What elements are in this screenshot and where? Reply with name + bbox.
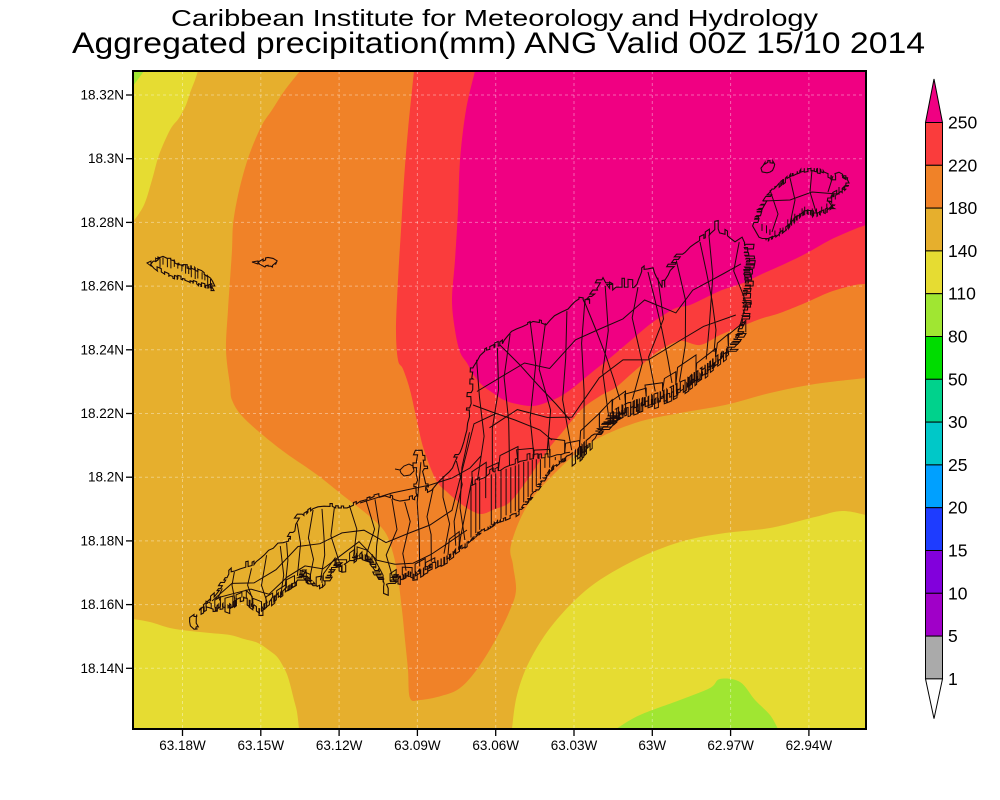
svg-text:15: 15 [948, 541, 967, 561]
svg-text:18.32N: 18.32N [80, 88, 124, 103]
svg-text:18.3N: 18.3N [88, 151, 124, 166]
svg-text:20: 20 [948, 498, 968, 518]
svg-text:250: 250 [948, 113, 977, 133]
svg-text:Aggregated precipitation(mm) A: Aggregated precipitation(mm) ANG Valid 0… [72, 27, 925, 60]
svg-text:Caribbean Institute for Meteor: Caribbean Institute for Meteorology and … [171, 5, 819, 31]
svg-text:5: 5 [948, 626, 958, 646]
svg-text:180: 180 [948, 198, 977, 218]
svg-text:18.24N: 18.24N [80, 342, 124, 357]
svg-text:50: 50 [948, 369, 968, 389]
svg-text:63W: 63W [638, 738, 666, 753]
svg-text:18.16N: 18.16N [80, 597, 124, 612]
svg-text:18.22N: 18.22N [80, 406, 124, 421]
svg-text:140: 140 [948, 241, 977, 261]
svg-text:220: 220 [948, 155, 977, 175]
svg-text:30: 30 [948, 412, 968, 432]
svg-text:62.94W: 62.94W [786, 738, 833, 753]
svg-text:63.12W: 63.12W [316, 738, 363, 753]
svg-text:18.14N: 18.14N [80, 661, 124, 676]
svg-text:10: 10 [948, 583, 968, 603]
svg-text:62.97W: 62.97W [707, 738, 754, 753]
svg-text:63.18W: 63.18W [159, 738, 206, 753]
svg-text:18.28N: 18.28N [80, 215, 124, 230]
svg-text:63.06W: 63.06W [472, 738, 519, 753]
svg-text:110: 110 [948, 284, 976, 304]
svg-text:18.18N: 18.18N [80, 533, 124, 548]
svg-text:63.09W: 63.09W [394, 738, 441, 753]
svg-text:1: 1 [948, 669, 958, 689]
svg-text:80: 80 [948, 327, 968, 347]
svg-text:25: 25 [948, 455, 967, 475]
svg-text:63.03W: 63.03W [551, 738, 598, 753]
svg-text:18.2N: 18.2N [88, 470, 124, 485]
svg-text:18.26N: 18.26N [80, 279, 124, 294]
svg-text:63.15W: 63.15W [238, 738, 285, 753]
